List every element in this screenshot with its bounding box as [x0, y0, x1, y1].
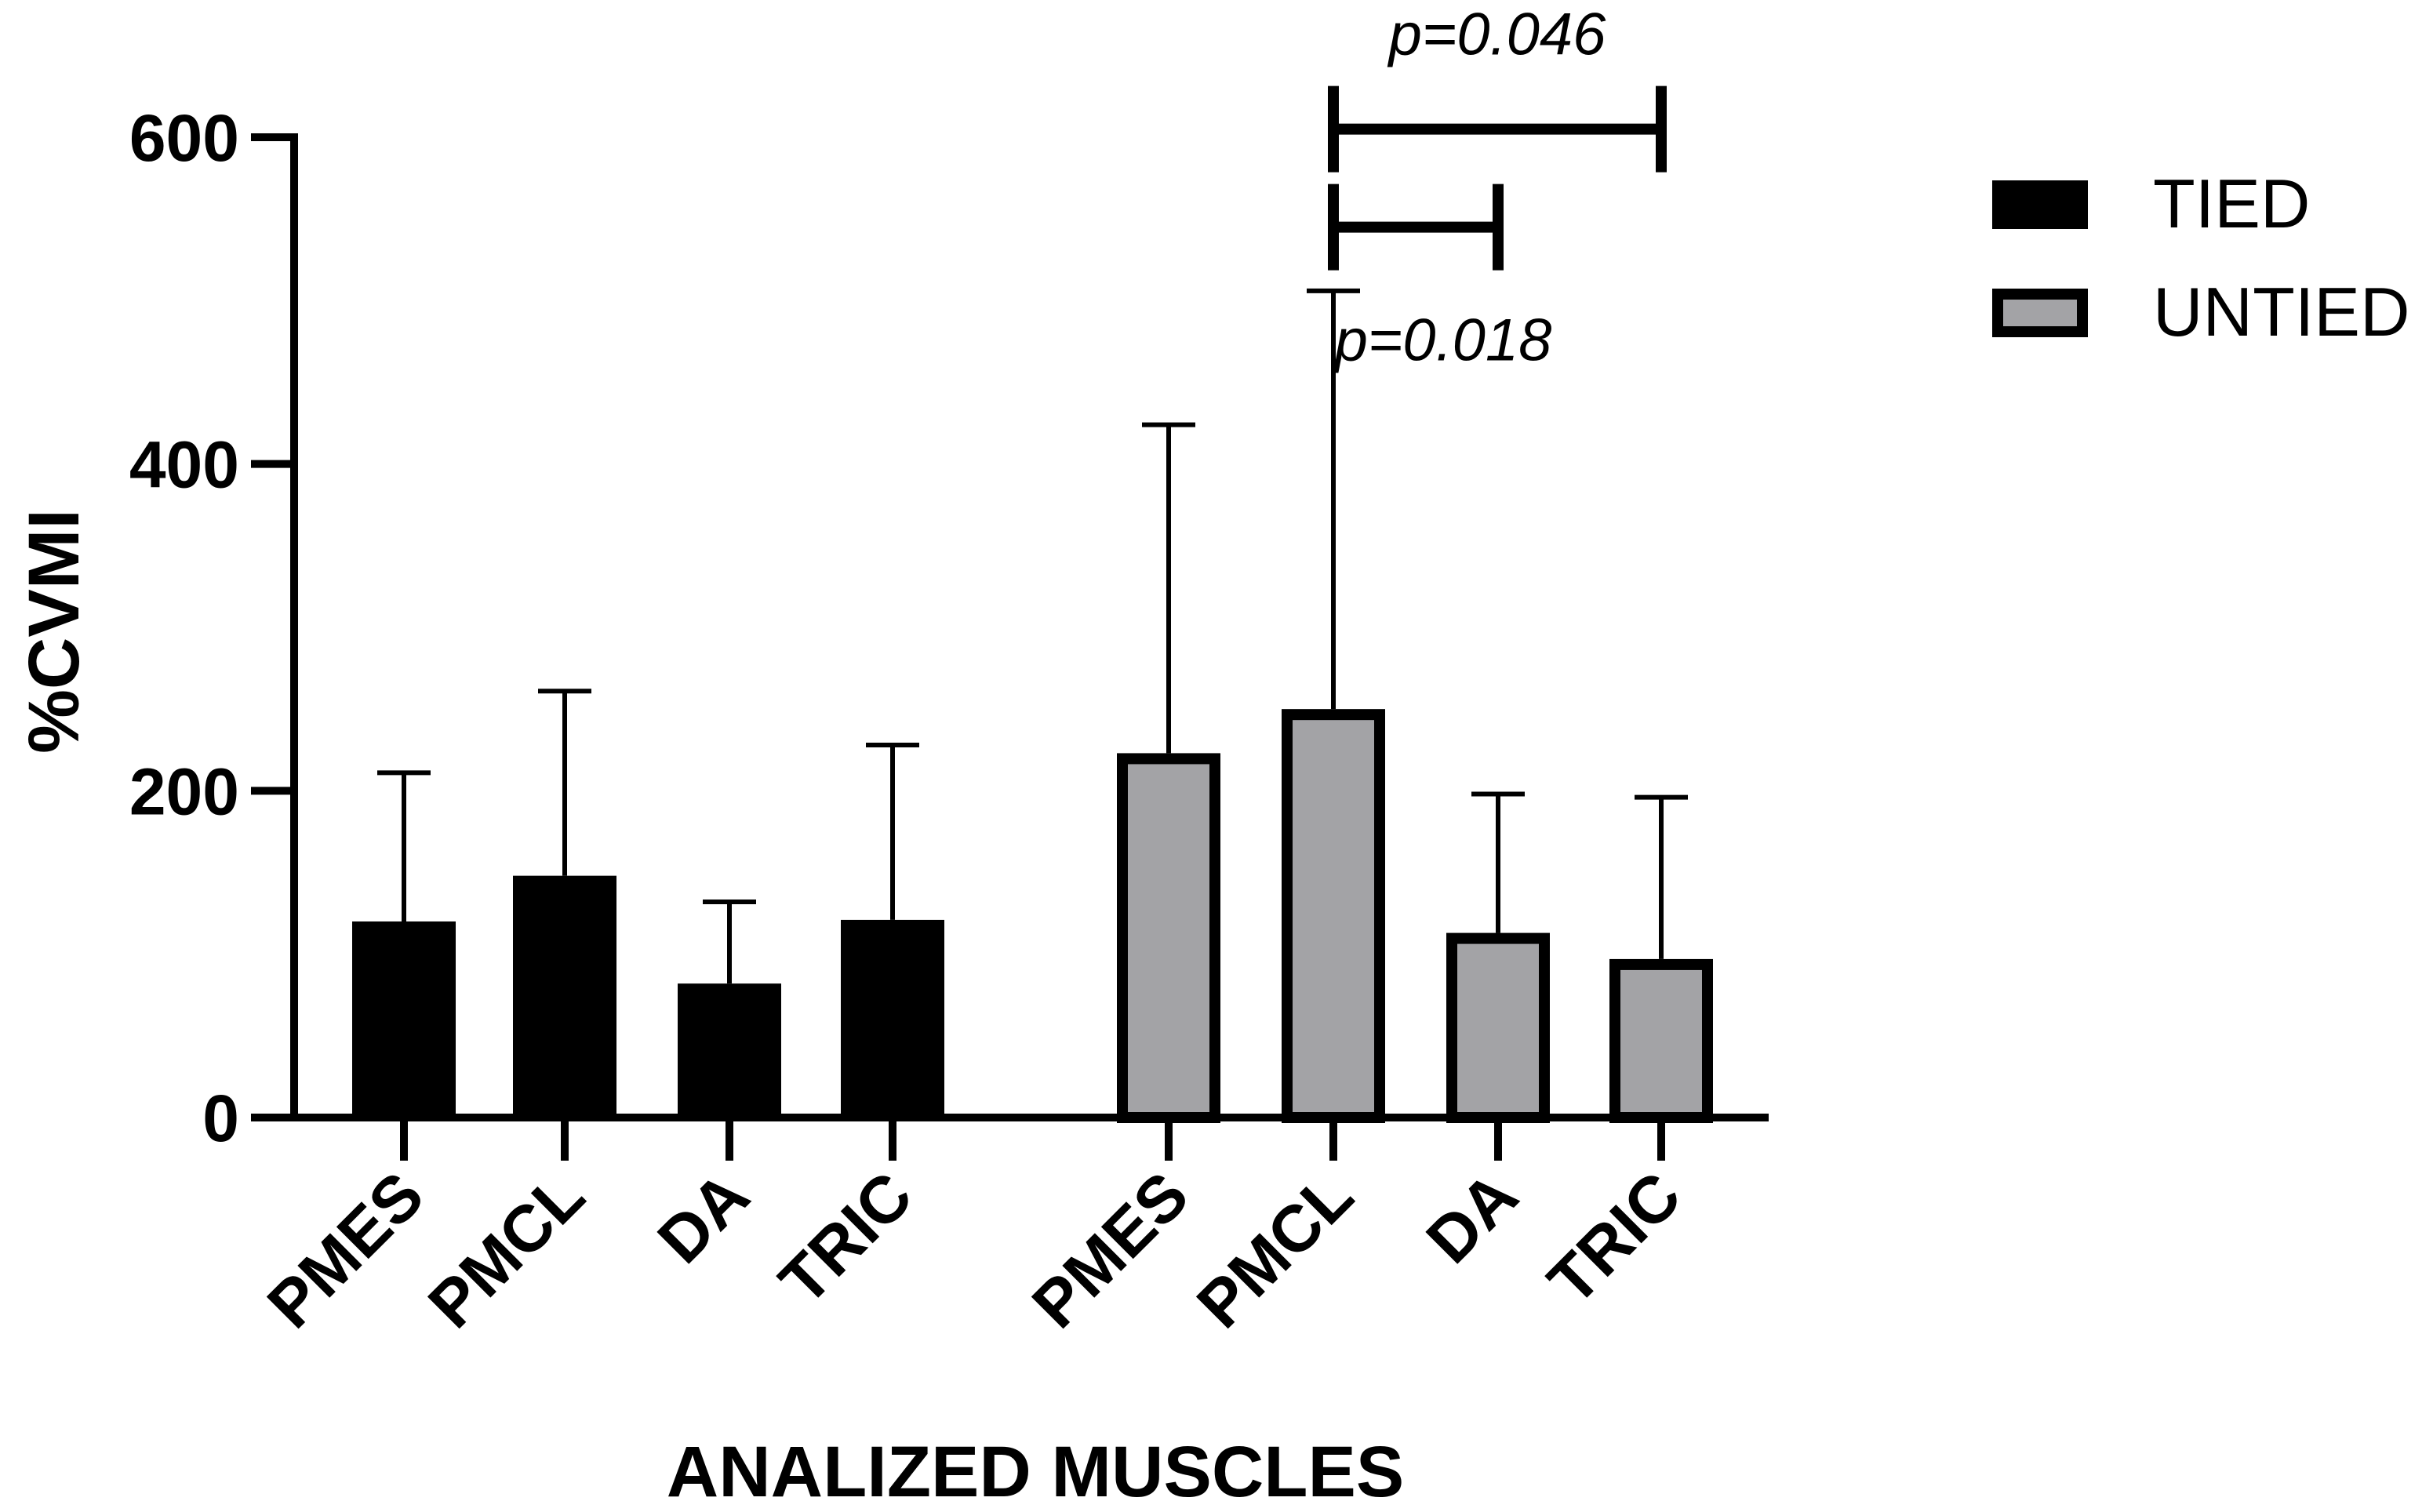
x-tick-label-tied-pmes: PMES — [253, 1158, 438, 1342]
legend-label-tied: TIED — [2153, 165, 2310, 242]
bar-tied-pmcl — [513, 875, 616, 1118]
bar-tied-pmes — [352, 921, 456, 1118]
x-tick-label-tied-pmcl: PMCL — [414, 1158, 598, 1342]
error-bars — [377, 288, 1688, 984]
bar-tied-da — [678, 983, 781, 1118]
x-tick-label-tied-da: DA — [643, 1158, 762, 1277]
legend-label-untied: UNTIED — [2153, 273, 2410, 351]
y-tick-label-200: 200 — [129, 754, 239, 828]
bar-untied-pmes — [1117, 753, 1220, 1124]
x-tick-label-untied-da: DA — [1412, 1158, 1531, 1277]
x-tick-label-untied-pmes: PMES — [1018, 1158, 1202, 1342]
bar-untied-da — [1446, 932, 1550, 1124]
bar-untied-tric — [1609, 958, 1713, 1123]
p-value-label-1: p=0.046 — [1387, 2, 1607, 68]
p-value-label-2: p=0.018 — [1333, 307, 1552, 374]
y-tick-label-400: 400 — [129, 428, 239, 502]
legend-swatch-untied — [1992, 289, 2088, 337]
x-axis-title: ANALIZED MUSCLES — [667, 1432, 1404, 1512]
y-tick-label-600: 600 — [129, 101, 239, 175]
bar-tied-tric — [841, 919, 944, 1118]
bars — [352, 709, 1713, 1124]
bar-untied-pmcl — [1282, 709, 1385, 1123]
significance-annotations: p=0.046 p=0.018 — [1328, 2, 1667, 374]
x-tick-label-untied-pmcl: PMCL — [1183, 1158, 1367, 1342]
x-tick-label-untied-tric: TRIC — [1534, 1158, 1695, 1318]
x-tick-label-tied-tric: TRIC — [766, 1158, 926, 1318]
legend-swatch-tied — [1992, 180, 2088, 229]
y-tick-label-0: 0 — [202, 1081, 239, 1155]
y-axis-title: %CVMI — [14, 509, 94, 754]
legend: TIED UNTIED — [1992, 165, 2410, 351]
